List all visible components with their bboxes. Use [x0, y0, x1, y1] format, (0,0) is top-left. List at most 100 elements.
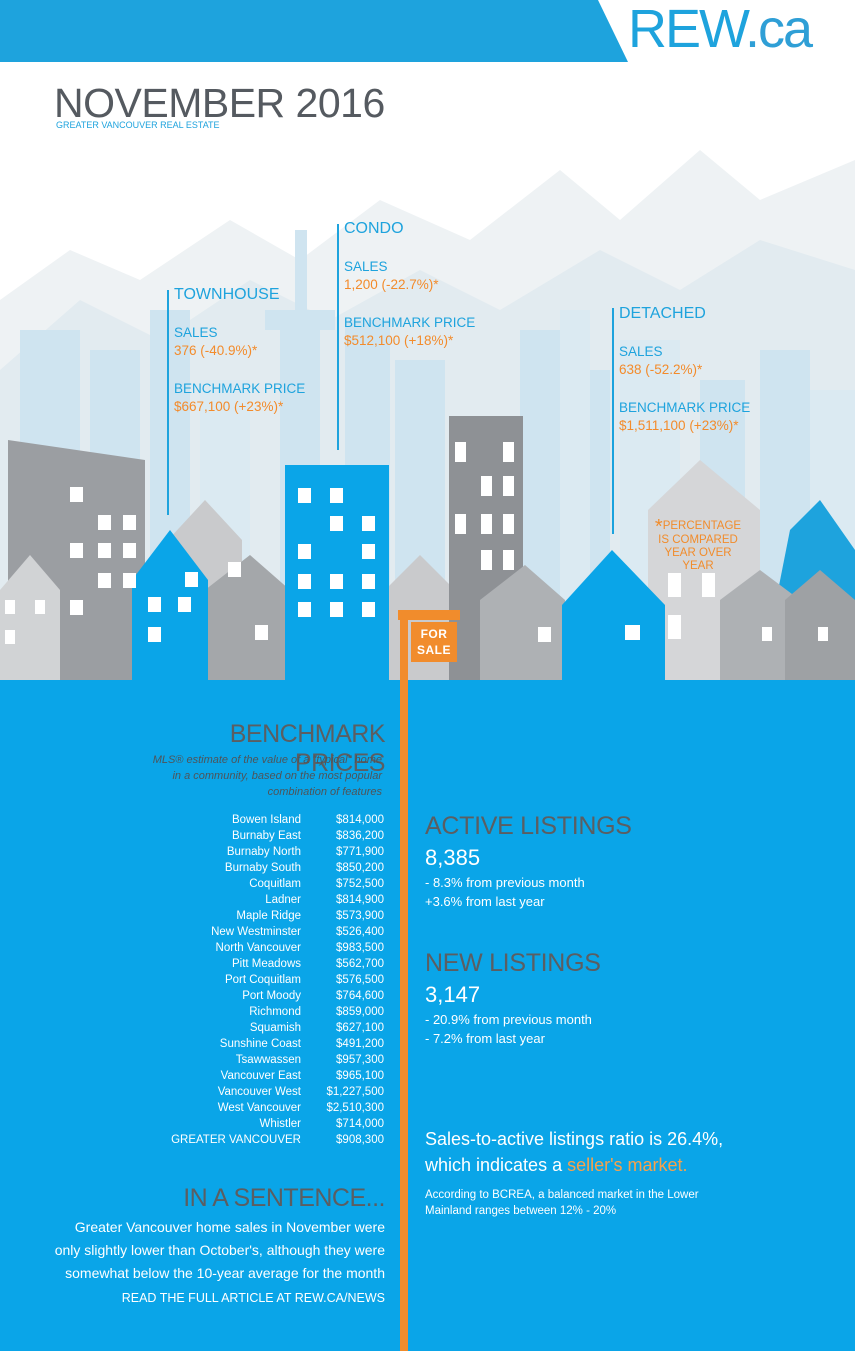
active-listings-line2: +3.6% from last year: [425, 894, 545, 909]
read-full-article-link[interactable]: READ THE FULL ARTICLE AT REW.CA/NEWS: [121, 1291, 385, 1305]
benchmark-price: $526,400: [336, 926, 384, 938]
rew-logo[interactable]: REW.ca: [628, 0, 813, 62]
townhouse-sales-label: SALES: [174, 325, 218, 340]
benchmark-price: $836,200: [336, 830, 384, 842]
townhouse-price-label: BENCHMARK PRICE: [174, 381, 306, 396]
condo-price-label: BENCHMARK PRICE: [344, 315, 476, 330]
sentence-line1: Greater Vancouver home sales in November…: [74, 1219, 385, 1235]
benchmark-row: Bowen Island $814,000: [150, 812, 384, 828]
active-listings-block: ACTIVE LISTINGS 8,385 - 8.3% from previo…: [425, 812, 825, 911]
benchmark-price: $491,200: [336, 1038, 384, 1050]
bcrea-note-line2: Mainland ranges between 12% - 20%: [425, 1205, 617, 1217]
benchmark-price: $814,000: [336, 814, 384, 826]
condo-title: CONDO: [344, 220, 404, 237]
townhouse-leader-line: [167, 290, 169, 515]
benchmark-community: Bowen Island: [231, 814, 301, 826]
sentence-line2: only slightly lower than October's, alth…: [54, 1242, 385, 1258]
sentence-line3: somewhat below the 10-year average for t…: [65, 1265, 385, 1281]
detached-sales-label: SALES: [619, 344, 663, 359]
active-listings-title: ACTIVE LISTINGS: [425, 812, 632, 840]
benchmark-desc-line1: MLS® estimate of the value of a "typical…: [152, 754, 382, 766]
benchmark-community: Whistler: [259, 1118, 301, 1130]
new-listings-line1: - 20.9% from previous month: [425, 1012, 592, 1027]
benchmark-community: Port Moody: [242, 990, 301, 1002]
detached-sales-value: 638 (-52.2%)*: [619, 362, 703, 377]
benchmark-price: $2,510,300: [326, 1102, 384, 1114]
benchmark-desc-line3: combination of features: [267, 786, 382, 798]
benchmark-community: Tsawwassen: [235, 1054, 301, 1066]
footnote-line3: YEAR OVER YEAR: [664, 547, 732, 572]
benchmark-price: $983,500: [336, 942, 384, 954]
benchmark-row: Port Moody $764,600: [150, 988, 384, 1004]
benchmark-row: Sunshine Coast $491,200: [150, 1036, 384, 1052]
benchmark-row: Coquitlam $752,500: [150, 876, 384, 892]
benchmark-community: Vancouver East: [220, 1070, 301, 1082]
stats-section-background: [0, 680, 855, 1351]
benchmark-row: Burnaby South $850,200: [150, 860, 384, 876]
benchmark-community: Richmond: [249, 1006, 301, 1018]
benchmark-community: New Westminster: [211, 926, 301, 938]
benchmark-community: Port Coquitlam: [224, 974, 301, 986]
condo-callout: CONDO SALES 1,200 (-22.7%)* BENCHMARK PR…: [344, 220, 514, 350]
new-listings-value: 3,147: [425, 982, 481, 1007]
ratio-highlight: seller's market.: [567, 1155, 688, 1175]
benchmark-price: $573,900: [336, 910, 384, 922]
benchmark-price: $771,900: [336, 846, 384, 858]
ratio-line2: which indicates a: [425, 1155, 568, 1175]
benchmark-price: $1,227,500: [326, 1086, 384, 1098]
benchmark-community: Squamish: [249, 1022, 301, 1034]
detached-leader-line: [612, 308, 614, 534]
benchmark-price: $814,900: [336, 894, 384, 906]
benchmark-row: Port Coquitlam $576,500: [150, 972, 384, 988]
active-listings-value: 8,385: [425, 845, 481, 870]
benchmark-community: West Vancouver: [217, 1102, 301, 1114]
city-skyline-illustration: [0, 150, 855, 682]
benchmark-price: $714,000: [336, 1118, 384, 1130]
benchmark-community: GREATER VANCOUVER: [171, 1134, 301, 1146]
bcrea-note: According to BCREA, a balanced market in…: [425, 1187, 755, 1219]
new-listings-line2: - 7.2% from last year: [425, 1031, 545, 1046]
detached-price-value: $1,511,100 (+23%)*: [619, 418, 739, 433]
detached-callout: DETACHED SALES 638 (-52.2%)* BENCHMARK P…: [619, 305, 799, 435]
logo-background: [628, 0, 855, 62]
benchmark-row: Whistler $714,000: [150, 1116, 384, 1132]
benchmark-price: $764,600: [336, 990, 384, 1002]
benchmark-community: Burnaby North: [226, 846, 301, 858]
for-sale-sign-post: [400, 612, 408, 1351]
benchmark-price: $752,500: [336, 878, 384, 890]
townhouse-sales-value: 376 (-40.9%)*: [174, 343, 258, 358]
benchmark-row: Richmond $859,000: [150, 1004, 384, 1020]
benchmark-community: Pitt Meadows: [231, 958, 301, 970]
benchmark-row: North Vancouver $983,500: [150, 940, 384, 956]
benchmark-community: Coquitlam: [249, 878, 301, 890]
benchmark-community: Burnaby South: [224, 862, 301, 874]
benchmark-community: Vancouver West: [217, 1086, 301, 1098]
benchmark-row: Vancouver West $1,227,500: [150, 1084, 384, 1100]
townhouse-price-value: $667,100 (+23%)*: [174, 399, 284, 414]
benchmark-row: Vancouver East $965,100: [150, 1068, 384, 1084]
benchmark-price: $908,300: [336, 1134, 384, 1146]
benchmark-row: Pitt Meadows $562,700: [150, 956, 384, 972]
benchmark-community: Ladner: [265, 894, 301, 906]
benchmark-row: Ladner $814,900: [150, 892, 384, 908]
benchmark-price: $627,100: [336, 1022, 384, 1034]
benchmark-row: Maple Ridge $573,900: [150, 908, 384, 924]
benchmark-prices-table: Bowen Island $814,000 Burnaby East $836,200…: [150, 812, 384, 1148]
page-title: NOVEMBER 2016: [54, 80, 385, 126]
new-listings-block: NEW LISTINGS 3,147 - 20.9% from previous…: [425, 949, 825, 1048]
benchmark-row: GREATER VANCOUVER $908,300: [150, 1132, 384, 1148]
footnote-star: *: [654, 516, 663, 538]
sales-ratio-statement: Sales-to-active listings ratio is 26.4%,…: [425, 1126, 845, 1178]
condo-sales-label: SALES: [344, 259, 388, 274]
percentage-footnote: *PERCENTAGE IS COMPARED YEAR OVER YEAR: [648, 517, 748, 573]
active-listings-line1: - 8.3% from previous month: [425, 875, 585, 890]
bcrea-note-line1: According to BCREA, a balanced market in…: [425, 1189, 699, 1201]
for-sale-sign-arm: [398, 610, 460, 620]
page-subtitle: GREATER VANCOUVER REAL ESTATE: [56, 120, 220, 130]
benchmark-row: Tsawwassen $957,300: [150, 1052, 384, 1068]
benchmark-price: $562,700: [336, 958, 384, 970]
townhouse-title: TOWNHOUSE: [174, 286, 280, 303]
benchmark-row: West Vancouver $2,510,300: [150, 1100, 384, 1116]
benchmark-community: Burnaby East: [231, 830, 301, 842]
sign-line2: SALE: [416, 643, 451, 657]
